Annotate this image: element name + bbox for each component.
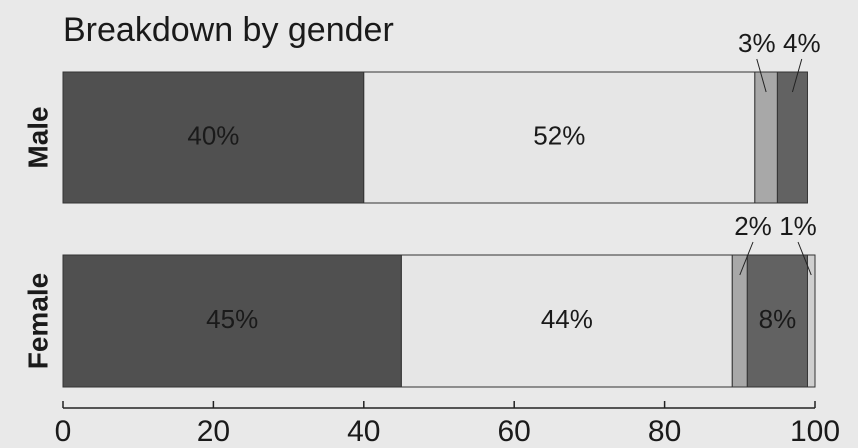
- bar-segment: [400, 254, 733, 388]
- x-tick-label: 20: [197, 415, 230, 448]
- x-tick-label: 60: [498, 415, 531, 448]
- value-label: 3%: [738, 28, 776, 58]
- value-label: 4%: [783, 28, 821, 58]
- category-label: Female: [22, 273, 53, 370]
- leader-line: [739, 241, 754, 276]
- bar-segment: [62, 71, 365, 204]
- value-label: 45%: [206, 304, 258, 334]
- x-tick-label: 100: [790, 415, 840, 448]
- value-label: 1%: [779, 211, 817, 241]
- value-label: 40%: [187, 120, 239, 150]
- value-label: 2%: [734, 211, 772, 241]
- bar-segment: [363, 71, 756, 204]
- leader-line: [791, 58, 803, 93]
- category-label: Male: [22, 106, 53, 168]
- bar-segment: [776, 71, 808, 204]
- bar-segment: [806, 254, 816, 388]
- value-label: 52%: [533, 120, 585, 150]
- value-label: 8%: [759, 304, 797, 334]
- bar-segment: [62, 254, 402, 388]
- leader-line: [756, 58, 767, 93]
- bar-segment: [746, 254, 808, 388]
- x-tick-label: 40: [347, 415, 380, 448]
- value-label: 44%: [541, 304, 593, 334]
- leader-line: [797, 241, 812, 276]
- x-tick-label: 80: [648, 415, 681, 448]
- x-tick-label: 0: [55, 415, 72, 448]
- chart-title: Breakdown by gender: [63, 11, 394, 49]
